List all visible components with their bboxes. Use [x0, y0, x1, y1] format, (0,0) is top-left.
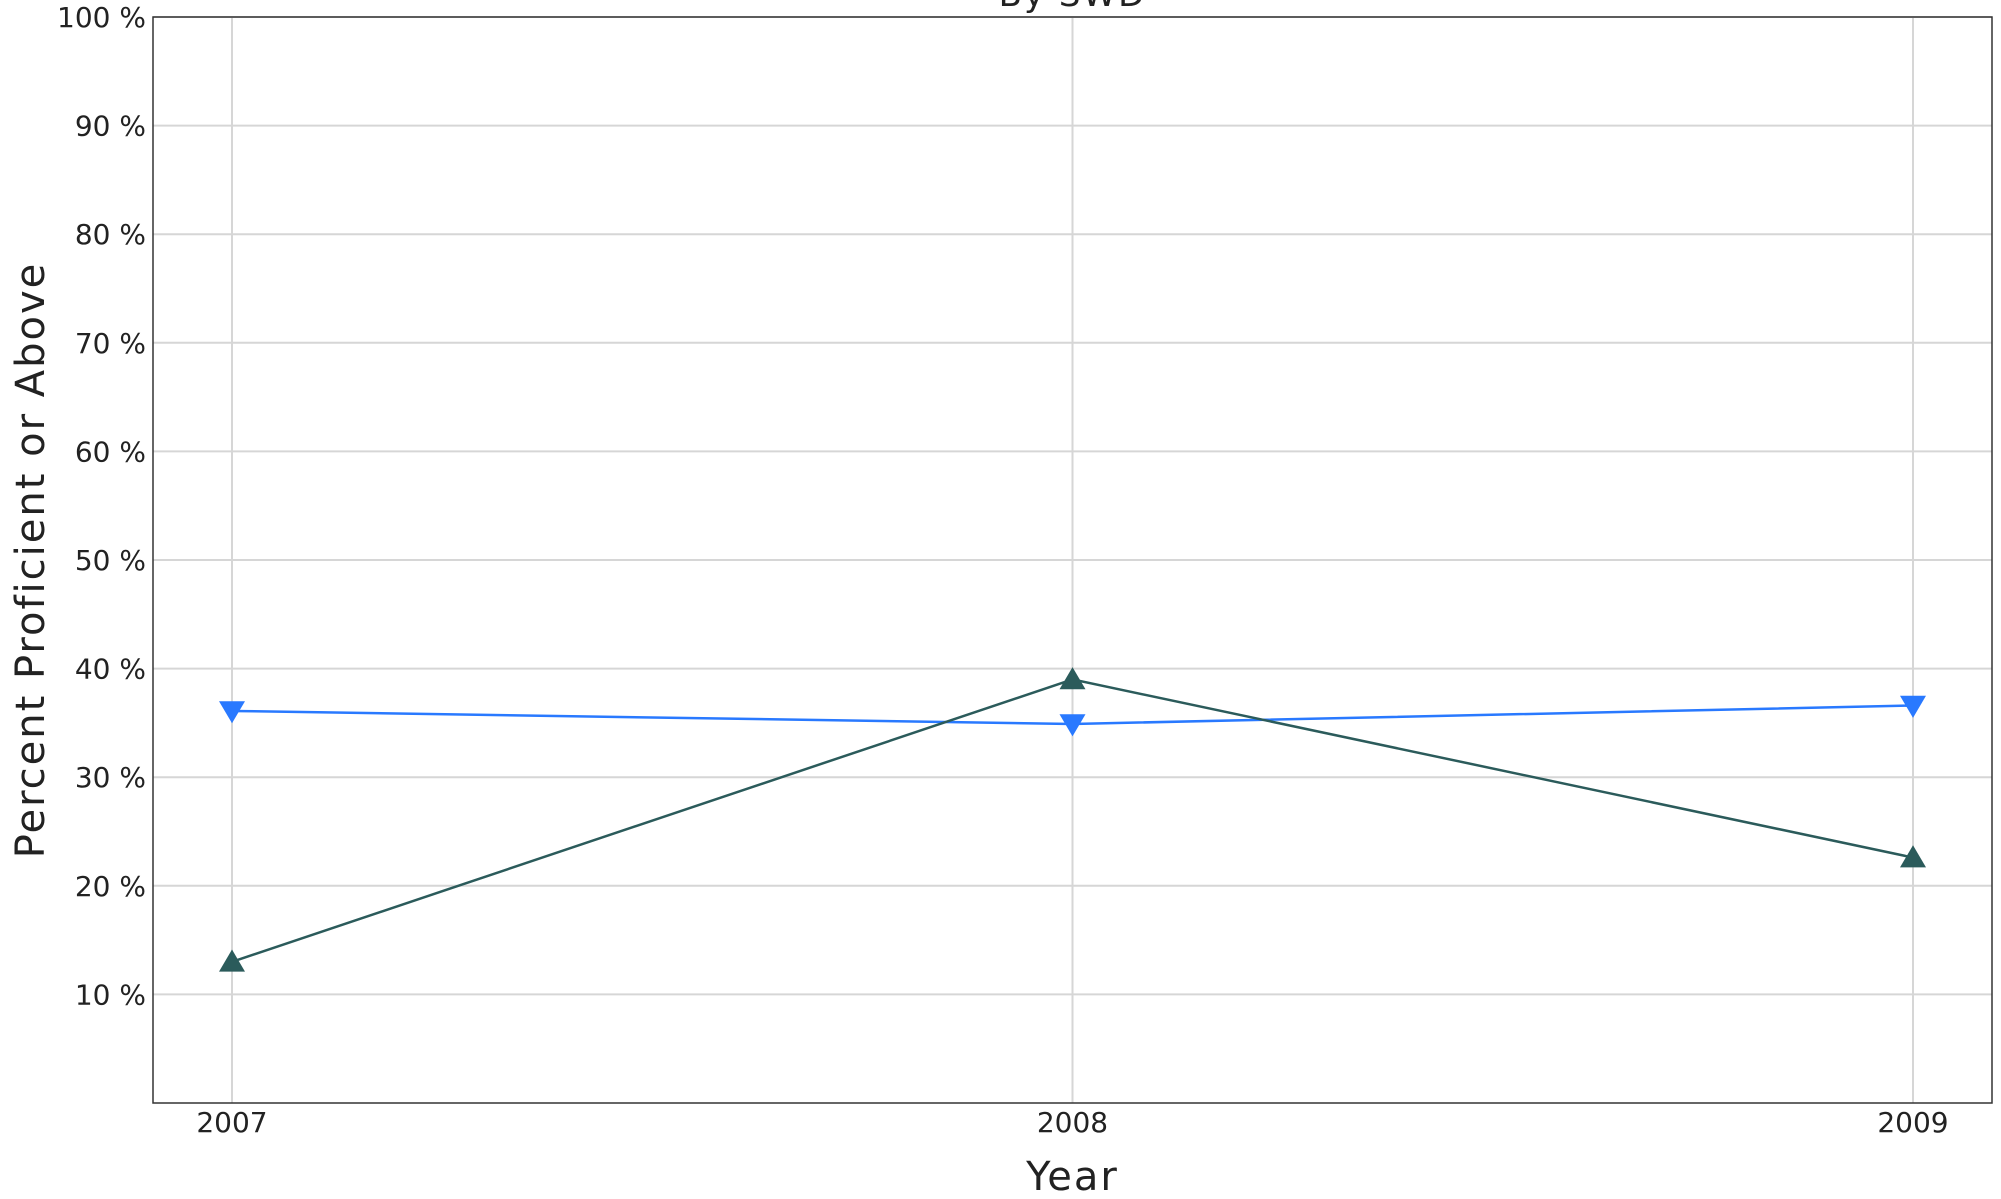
data-point: [1900, 695, 1926, 718]
series-2: [219, 667, 1926, 972]
y-tick-label: 70 %: [75, 327, 146, 360]
y-axis-title: Percent Proficient or Above: [8, 262, 54, 858]
plot-frame: [152, 16, 1993, 1104]
y-tick-label: 60 %: [75, 435, 146, 468]
data-point: [1059, 714, 1086, 737]
y-tick-label: 10 %: [75, 978, 146, 1011]
x-tick-label: 2008: [1037, 1106, 1108, 1139]
x-tick-label: 2009: [1877, 1106, 1948, 1139]
series-1: [219, 695, 1926, 737]
y-tick-label: 100 %: [57, 1, 146, 34]
chart-title: By SWD: [999, 0, 1147, 15]
x-tick-label: 2007: [196, 1106, 267, 1139]
y-tick-label: 20 %: [75, 870, 146, 903]
data-point: [219, 701, 245, 724]
x-axis-ticks: 2007 2008 2009: [196, 1106, 1948, 1139]
series-layer: [219, 667, 1926, 972]
grid: [153, 16, 1992, 1103]
y-tick-label: 30 %: [75, 761, 146, 794]
y-axis-ticks: 10 % 20 % 30 % 40 % 50 % 60 % 70 % 80 % 90 % 100 …: [57, 1, 146, 1011]
y-tick-label: 40 %: [75, 653, 146, 686]
y-tick-label: 90 %: [75, 110, 146, 143]
x-axis-title: Year: [1025, 1154, 1119, 1199]
data-point: [219, 949, 245, 972]
y-tick-label: 80 %: [75, 218, 146, 251]
y-tick-label: 50 %: [75, 544, 146, 577]
data-point: [1900, 845, 1926, 868]
data-point: [1059, 667, 1086, 690]
